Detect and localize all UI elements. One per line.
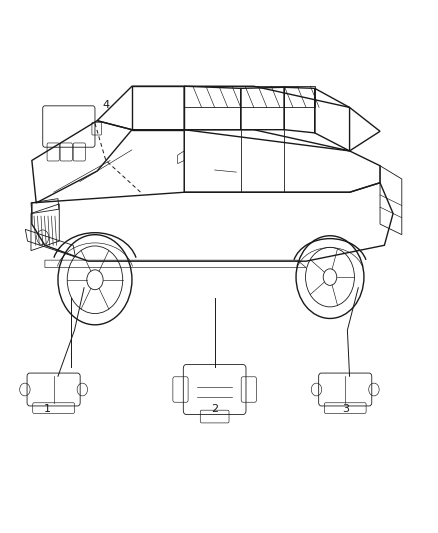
Text: 4: 4 — [102, 100, 110, 110]
Text: 1: 1 — [44, 403, 50, 414]
Text: 3: 3 — [342, 403, 349, 414]
Text: 2: 2 — [211, 403, 218, 414]
